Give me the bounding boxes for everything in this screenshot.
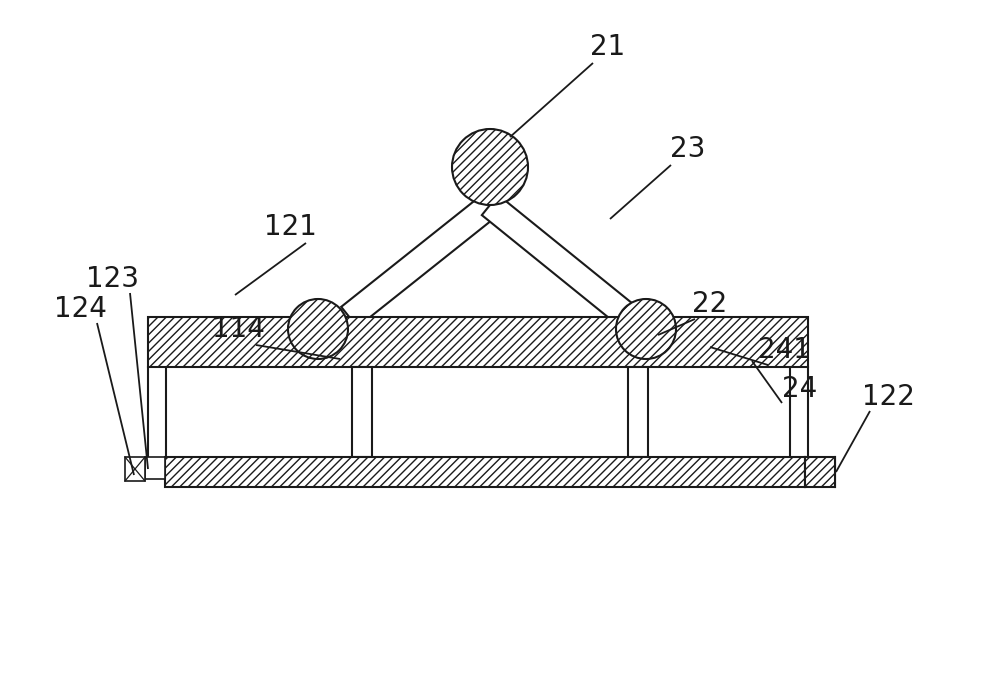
Text: 121: 121 xyxy=(264,213,316,241)
Text: 22: 22 xyxy=(692,290,728,318)
Text: 23: 23 xyxy=(670,135,706,163)
Bar xyxy=(145,457,165,479)
Polygon shape xyxy=(341,195,498,327)
Text: 241: 241 xyxy=(758,336,810,364)
Bar xyxy=(628,367,648,457)
Circle shape xyxy=(288,299,348,359)
Text: 114: 114 xyxy=(212,315,264,343)
Bar xyxy=(148,317,808,367)
Bar xyxy=(125,457,145,481)
Circle shape xyxy=(616,299,676,359)
Circle shape xyxy=(452,129,528,205)
Bar xyxy=(165,457,805,487)
Bar xyxy=(352,367,372,457)
Text: 123: 123 xyxy=(86,265,139,293)
Text: 124: 124 xyxy=(54,295,106,323)
Text: 24: 24 xyxy=(782,375,818,403)
Text: 21: 21 xyxy=(590,33,626,61)
Polygon shape xyxy=(482,195,637,327)
Text: 122: 122 xyxy=(862,383,914,411)
Bar xyxy=(805,457,835,487)
